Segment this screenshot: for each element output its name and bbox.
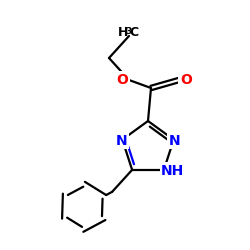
- Text: O: O: [180, 73, 192, 87]
- Text: 3: 3: [125, 26, 131, 36]
- Text: H: H: [118, 26, 128, 40]
- Text: NH: NH: [161, 164, 184, 178]
- Text: C: C: [130, 26, 138, 40]
- Text: N: N: [116, 134, 127, 148]
- Text: O: O: [116, 73, 128, 87]
- Text: N: N: [169, 134, 180, 148]
